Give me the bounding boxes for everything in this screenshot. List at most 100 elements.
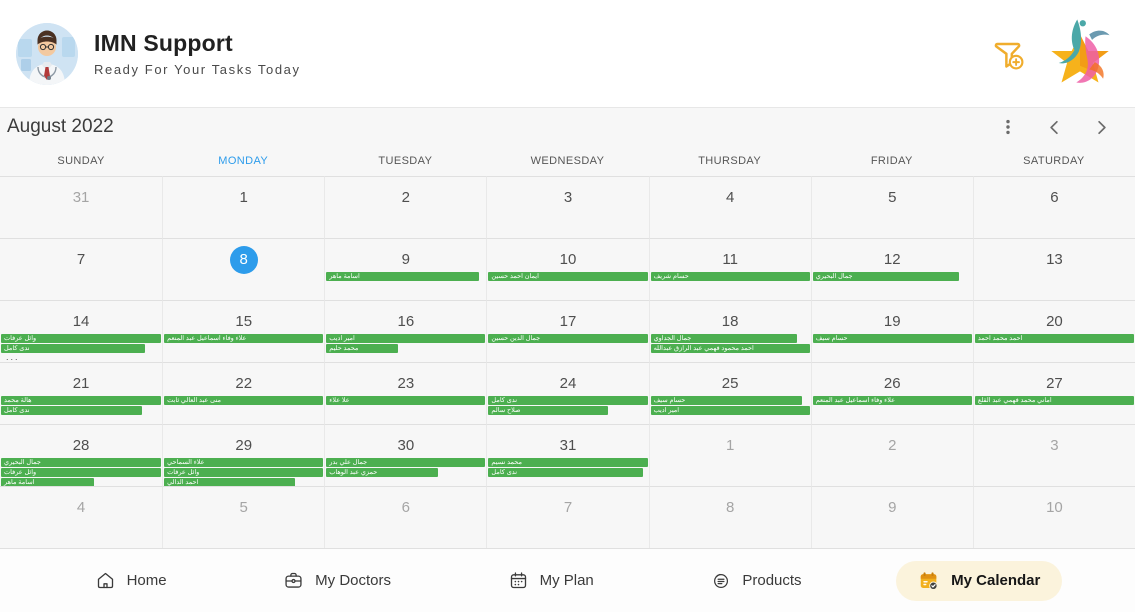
event-bar[interactable]: جمال الدين حسين xyxy=(488,334,648,343)
event-bar[interactable]: ندى كامل xyxy=(1,344,146,353)
day-number: 8 xyxy=(725,499,735,516)
day-cell-1[interactable]: 1 xyxy=(648,424,811,486)
doctor-avatar-illustration xyxy=(16,22,78,85)
day-cell-24[interactable]: 24 ندى كامل صلاح سالم xyxy=(486,362,649,424)
event-bar[interactable]: علاء السماحي xyxy=(164,458,324,467)
event-bar[interactable]: اسامة ماهر xyxy=(326,272,480,281)
event-bar[interactable]: جمال الجداوي xyxy=(650,334,797,343)
nav-item-my-plan[interactable]: My Plan xyxy=(486,561,616,600)
event-bar[interactable]: جمال علي بدر xyxy=(326,458,486,467)
day-cell-7[interactable]: 7 xyxy=(486,486,649,548)
day-cell-6[interactable]: 6 xyxy=(972,176,1135,238)
chevron-left-icon[interactable] xyxy=(1031,112,1078,142)
doctor-avatar[interactable] xyxy=(16,22,78,85)
day-cell-18[interactable]: 18 جمال الجداوي احمد محمود فهمي عبد الرازق… xyxy=(648,300,811,362)
chevron-right-icon[interactable] xyxy=(1078,112,1125,142)
event-bar[interactable]: جمال البحيري xyxy=(1,458,162,467)
day-cell-2[interactable]: 2 xyxy=(324,176,487,238)
event-bar[interactable]: اسامة ماهر xyxy=(1,478,94,486)
day-events: ندى كامل صلاح سالم xyxy=(488,396,648,416)
day-cell-11[interactable]: 11 حسام شريف xyxy=(648,238,811,300)
event-bar[interactable]: هالة محمد xyxy=(1,396,162,405)
event-bar[interactable]: علاء وفاء اسماعيل عبد المنعم xyxy=(812,396,972,405)
day-cell-12[interactable]: 12 جمال البحيري xyxy=(810,238,973,300)
day-cell-5[interactable]: 5 xyxy=(162,486,325,548)
day-cell-31[interactable]: 31 xyxy=(0,176,163,238)
nav-item-my-calendar[interactable]: My Calendar xyxy=(896,560,1063,601)
day-cell-20[interactable]: 20 احمد محمد احمد xyxy=(972,300,1135,362)
day-cell-26[interactable]: 26 علاء وفاء اسماعيل عبد المنعم xyxy=(810,362,973,424)
day-cell-15[interactable]: 15 علاء وفاء اسماعيل عبد المنعم xyxy=(162,300,325,362)
day-events: حسام شريف xyxy=(650,272,810,282)
day-cell-14[interactable]: 14 وائل عرفات ندى كامل... xyxy=(0,300,163,362)
calendar-grid: 31 1 2 3 4 5 6 7 8 9 اسامة ماهر 10 ايمان احمد حسين 11… xyxy=(0,176,1135,549)
day-cell-21[interactable]: 21 هالة محمد ندى كامل xyxy=(0,362,163,424)
event-bar[interactable]: وائل عرفات xyxy=(1,334,162,343)
calendar-check-icon xyxy=(918,570,940,592)
event-bar[interactable]: اماني محمد فهمي عبد القلع xyxy=(974,396,1134,405)
day-cell-8[interactable]: 8 xyxy=(162,238,325,300)
day-cell-10[interactable]: 10 xyxy=(972,486,1135,548)
day-cell-17[interactable]: 17 جمال الدين حسين xyxy=(486,300,649,362)
day-cell-31[interactable]: 31 محمد نسيم ندى كامل xyxy=(486,424,649,486)
kebab-menu-icon[interactable] xyxy=(985,112,1031,142)
day-cell-3[interactable]: 3 xyxy=(972,424,1135,486)
filter-add-icon[interactable] xyxy=(987,33,1029,75)
event-bar[interactable]: محمد حليم xyxy=(326,344,398,353)
calendar-section: August 2022 SUNDAY MONDAY TUESDAY WEDNESDAY… xyxy=(0,107,1135,549)
event-bar[interactable]: صلاح سالم xyxy=(488,406,608,415)
day-events: جمال علي بدر حمزي عبد الوهاب xyxy=(326,458,486,478)
event-bar[interactable]: احمد محمود فهمي عبد الرازق عبدالله xyxy=(650,344,810,353)
day-cell-8[interactable]: 8 xyxy=(648,486,811,548)
nav-item-products[interactable]: Products xyxy=(688,561,823,600)
event-bar[interactable]: ايمان احمد حسين xyxy=(488,272,648,281)
day-cell-19[interactable]: 19 حسام سيف xyxy=(810,300,973,362)
day-cell-5[interactable]: 5 xyxy=(810,176,973,238)
day-cell-22[interactable]: 22 منى عبد العالي ثابت xyxy=(162,362,325,424)
nav-item-label: Home xyxy=(126,572,167,589)
event-bar[interactable]: امير اديب xyxy=(650,406,810,415)
day-cell-16[interactable]: 16 امير اديب محمد حليم xyxy=(324,300,487,362)
day-cell-4[interactable]: 4 xyxy=(0,486,163,548)
event-bar[interactable]: منى عبد العالي ثابت xyxy=(164,396,324,405)
day-cell-6[interactable]: 6 xyxy=(324,486,487,548)
app-subtitle: Ready For Your Tasks Today xyxy=(94,62,301,77)
event-bar[interactable]: جمال البحيري xyxy=(812,272,960,281)
day-number: 26 xyxy=(883,375,901,392)
event-bar[interactable]: ندى كامل xyxy=(1,406,142,415)
event-bar[interactable]: ندى كامل xyxy=(488,396,648,405)
event-bar[interactable]: وائل عرفات xyxy=(1,468,162,477)
event-bar[interactable]: علا علاء xyxy=(326,396,486,405)
event-bar[interactable]: حسام شريف xyxy=(650,272,810,281)
day-cell-9[interactable]: 9 اسامة ماهر xyxy=(324,238,487,300)
event-bar[interactable]: محمد نسيم xyxy=(488,458,648,467)
event-bar[interactable]: وائل عرفات xyxy=(164,468,324,477)
day-cell-1[interactable]: 1 xyxy=(162,176,325,238)
day-cell-27[interactable]: 27 اماني محمد فهمي عبد القلع xyxy=(972,362,1135,424)
day-cell-7[interactable]: 7 xyxy=(0,238,163,300)
event-bar[interactable]: علاء وفاء اسماعيل عبد المنعم xyxy=(164,334,324,343)
day-cell-28[interactable]: 28 جمال البحيري وائل عرفات اسامة ماهر xyxy=(0,424,163,486)
event-bar[interactable]: حسام سيف xyxy=(812,334,972,343)
day-cell-10[interactable]: 10 ايمان احمد حسين xyxy=(486,238,649,300)
day-cell-29[interactable]: 29 علاء السماحي وائل عرفات احمد الدالي xyxy=(162,424,325,486)
day-number: 27 xyxy=(1046,375,1063,392)
more-events-indicator[interactable]: ... xyxy=(6,352,20,362)
weekday-monday: MONDAY xyxy=(218,155,269,167)
nav-item-home[interactable]: Home xyxy=(73,561,189,600)
day-cell-4[interactable]: 4 xyxy=(648,176,811,238)
day-cell-3[interactable]: 3 xyxy=(486,176,649,238)
day-cell-23[interactable]: 23 علا علاء xyxy=(324,362,487,424)
nav-item-my-doctors[interactable]: My Doctors xyxy=(261,561,413,600)
day-cell-13[interactable]: 13 xyxy=(972,238,1135,300)
event-bar[interactable]: احمد محمد احمد xyxy=(974,334,1134,343)
event-bar[interactable]: احمد الدالي xyxy=(164,478,295,486)
day-cell-9[interactable]: 9 xyxy=(810,486,973,548)
event-bar[interactable]: حمزي عبد الوهاب xyxy=(326,468,438,477)
day-cell-30[interactable]: 30 جمال علي بدر حمزي عبد الوهاب xyxy=(324,424,487,486)
event-bar[interactable]: حسام سيف xyxy=(650,396,802,405)
day-cell-25[interactable]: 25 حسام سيف امير اديب xyxy=(648,362,811,424)
event-bar[interactable]: ندى كامل xyxy=(488,468,643,477)
day-cell-2[interactable]: 2 xyxy=(810,424,973,486)
event-bar[interactable]: امير اديب xyxy=(326,334,486,343)
